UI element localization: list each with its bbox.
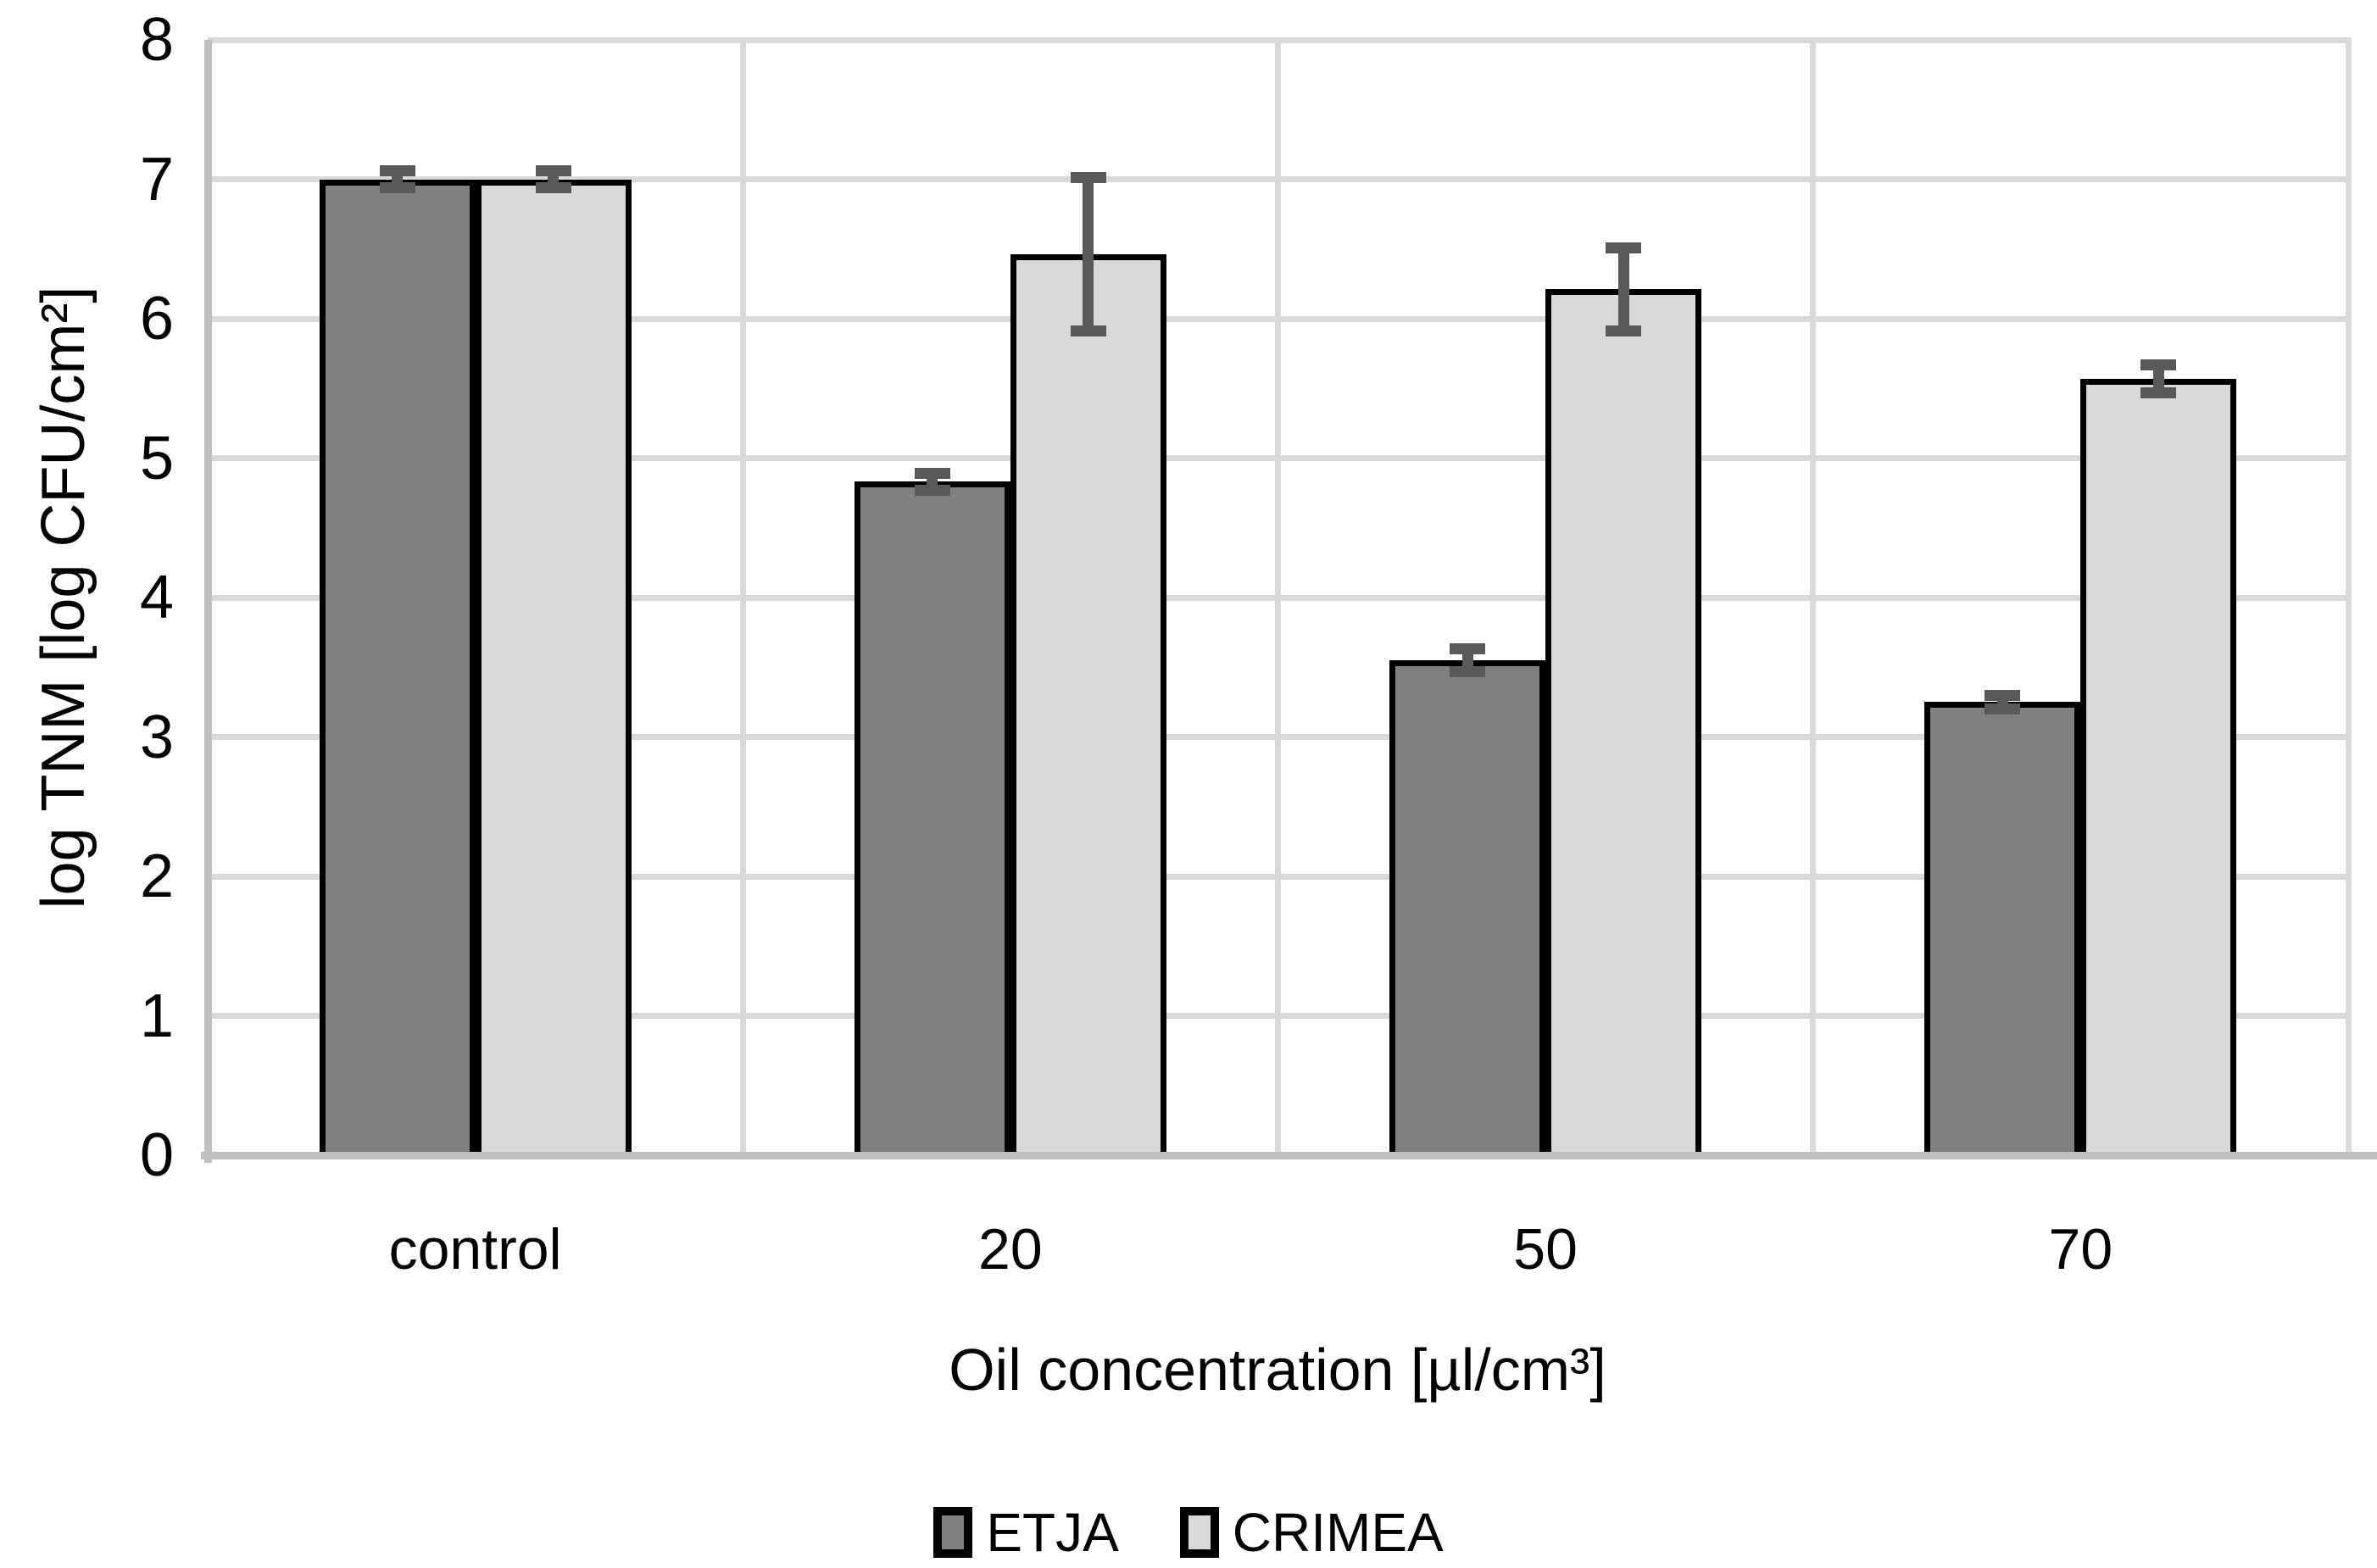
error-bar-cap [1606,242,1642,253]
legend-swatch-crimea [1179,1507,1219,1558]
y-axis-line [203,40,212,1163]
x-tick-label: 20 [978,1217,1043,1282]
x-axis-line [201,1151,2377,1159]
error-bar-cap [535,165,571,177]
gridline [1275,40,1281,1155]
gridline [2345,40,2352,1155]
error-bar [1461,648,1473,672]
legend: ETJA CRIMEA [0,1502,2377,1563]
gridline [1810,40,1817,1155]
y-tick-label: 3 [139,703,174,771]
y-axis-title: log TNM [log CFU/cm²] [30,286,97,909]
legend-swatch-etja [933,1507,973,1558]
error-bar-cap [914,468,950,480]
error-bar-cap [379,181,415,193]
bar-crimea-50 [1545,289,1702,1155]
bar-etja-70 [1924,702,2081,1155]
legend-label-crimea: CRIMEA [1232,1502,1444,1563]
error-bar-cap [1450,643,1486,655]
x-tick-label: 50 [1513,1217,1578,1282]
legend-item-crimea: CRIMEA [1179,1502,1444,1563]
error-bar-cap [2140,386,2177,398]
x-axis-title: Oil concentration [µl/cm³] [949,1337,1606,1403]
error-bar-cap [1450,665,1486,677]
error-bar-cap [1985,703,2021,715]
error-bar-cap [379,165,415,177]
x-tick-label: 70 [2048,1217,2113,1282]
error-bar [2152,364,2164,393]
error-bar-cap [914,484,950,496]
x-tick-label: control [388,1217,562,1282]
gridline [739,40,746,1155]
y-tick-label: 8 [139,6,174,74]
legend-item-etja: ETJA [933,1502,1119,1563]
y-tick-label: 0 [139,1121,174,1189]
error-bar-cap [1606,325,1642,337]
bar-etja-50 [1389,660,1546,1155]
error-bar-cap [535,181,571,193]
bar-crimea-control [475,179,632,1155]
legend-label-etja: ETJA [986,1502,1119,1563]
bar-etja-control [319,179,476,1155]
y-tick-label: 7 [139,145,174,214]
error-bar [1083,177,1094,331]
y-tick-label: 4 [139,564,174,631]
y-tick-label: 5 [139,424,174,492]
y-tick-label: 1 [139,981,174,1050]
bar-etja-20 [854,481,1010,1155]
error-bar-cap [2140,359,2177,370]
error-bar [1617,247,1629,331]
y-tick-label: 6 [139,285,174,353]
y-tick-label: 2 [139,842,174,910]
error-bar-cap [1070,172,1106,184]
bar-crimea-20 [1010,254,1166,1155]
error-bar-cap [1985,689,2021,701]
error-bar-cap [1070,325,1106,337]
